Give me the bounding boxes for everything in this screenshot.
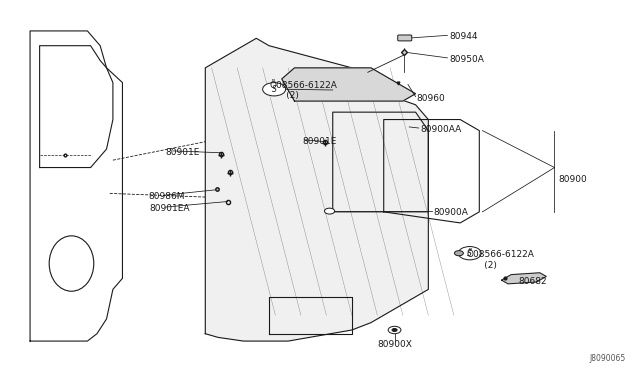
Text: 80901EA: 80901EA bbox=[149, 204, 189, 214]
Circle shape bbox=[392, 328, 397, 331]
Text: 80986M: 80986M bbox=[148, 192, 184, 201]
Text: Õ08566-6122A
      (2): Õ08566-6122A (2) bbox=[467, 250, 534, 270]
Circle shape bbox=[324, 208, 335, 214]
Text: J8090065: J8090065 bbox=[589, 354, 626, 363]
Circle shape bbox=[388, 326, 401, 334]
Polygon shape bbox=[502, 273, 546, 284]
Text: 80900X: 80900X bbox=[378, 340, 412, 349]
Polygon shape bbox=[282, 68, 415, 101]
Text: 80901E: 80901E bbox=[303, 137, 337, 146]
Text: 80901E: 80901E bbox=[166, 148, 200, 157]
Text: S: S bbox=[467, 249, 472, 258]
Circle shape bbox=[262, 83, 285, 96]
Text: 80944: 80944 bbox=[449, 32, 478, 41]
Circle shape bbox=[458, 247, 481, 260]
Text: 80900: 80900 bbox=[558, 175, 587, 184]
Text: S: S bbox=[272, 85, 276, 94]
Polygon shape bbox=[205, 38, 428, 341]
Text: 80960: 80960 bbox=[417, 94, 445, 103]
FancyBboxPatch shape bbox=[397, 35, 412, 41]
Text: Õ08566-6122A
      (2): Õ08566-6122A (2) bbox=[269, 81, 337, 100]
Circle shape bbox=[454, 251, 463, 256]
Text: 80900A: 80900A bbox=[433, 208, 468, 217]
Text: 80682: 80682 bbox=[519, 277, 547, 286]
Text: 80950A: 80950A bbox=[449, 55, 484, 64]
Text: 80900AA: 80900AA bbox=[420, 125, 461, 134]
